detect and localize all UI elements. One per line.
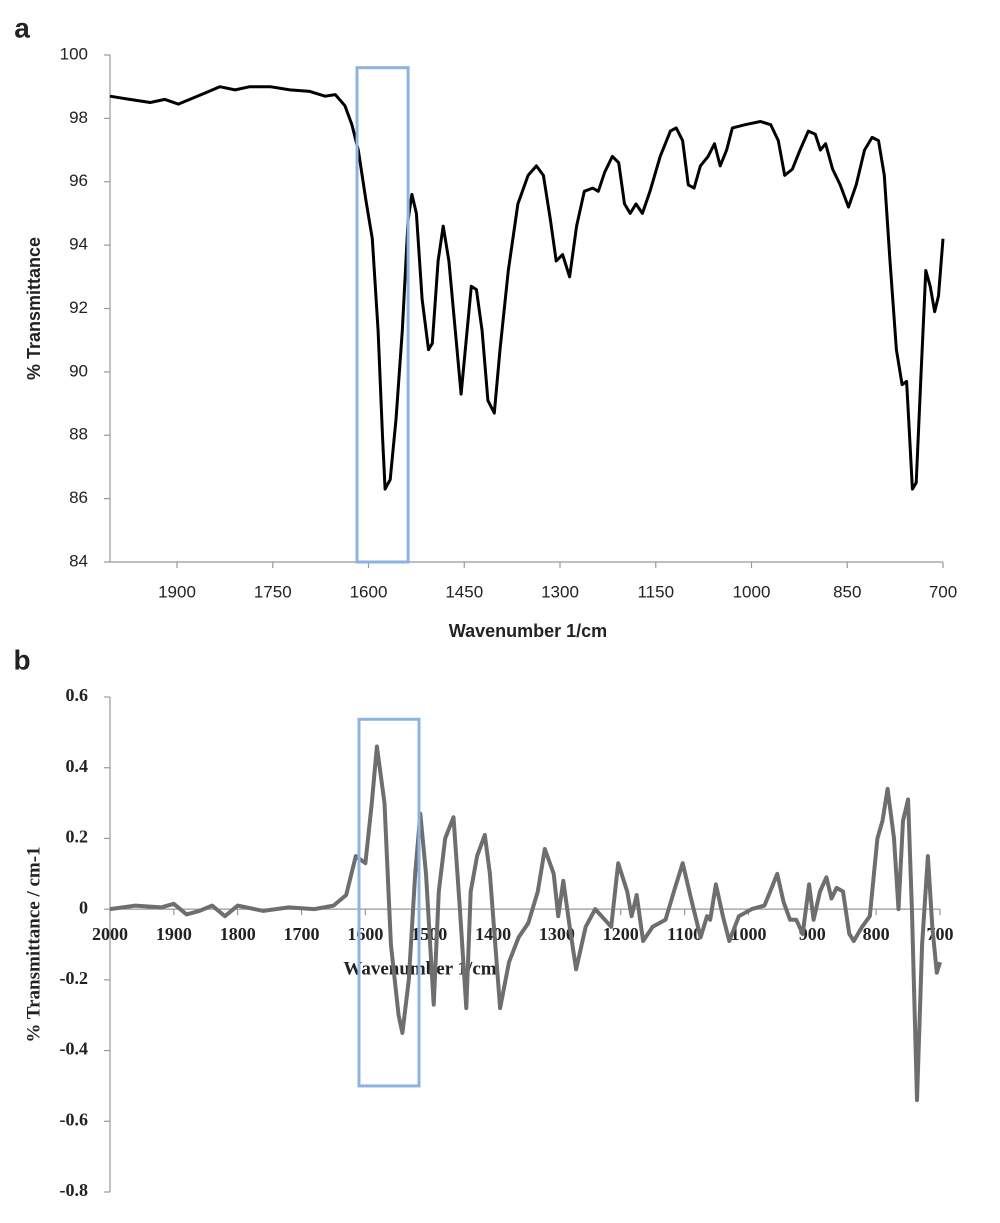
x-tick-label: 2000 [92,924,128,944]
y-tick-label: -0.2 [60,968,89,988]
highlight-box [357,717,421,1088]
x-tick-label: 800 [863,924,890,944]
y-tick-label: 94 [69,235,88,254]
y-tick-label: 96 [69,171,88,190]
x-tick-label: 1000 [733,582,771,601]
x-tick-label: 1450 [445,582,483,601]
y-tick-label: 100 [60,44,88,63]
y-tick-label: 92 [69,298,88,317]
x-tick-label: 1100 [667,924,702,944]
x-axis-label: Wavenumber 1/cm [449,621,607,641]
y-tick-label: 88 [69,425,88,444]
x-tick-label: 1300 [541,582,579,601]
y-tick-label: 90 [69,361,88,380]
y-tick-label: 0.2 [66,827,89,847]
x-tick-label: 1800 [220,924,256,944]
y-tick-label: -0.4 [60,1039,89,1059]
y-tick-label: 0 [79,897,88,917]
panel-label: b [13,644,30,675]
x-tick-label: 1900 [158,582,196,601]
x-tick-label: 850 [833,582,861,601]
x-tick-label: 1000 [730,924,766,944]
x-tick-label: 1900 [156,924,192,944]
panel-label: a [14,12,30,43]
x-tick-label: 1300 [539,924,575,944]
highlight-box [355,66,410,564]
x-tick-label: 700 [929,582,957,601]
y-axis-label: % Transmittance [24,237,44,380]
y-tick-label: 0.6 [66,685,89,705]
y-tick-label: 86 [69,488,88,507]
y-tick-label: 0.4 [66,756,89,776]
x-tick-label: 1200 [603,924,639,944]
y-tick-label: -0.8 [60,1180,89,1200]
x-tick-label: 900 [799,924,826,944]
x-tick-label: 1700 [284,924,320,944]
x-tick-label: 1600 [347,924,383,944]
x-tick-label: 1150 [637,582,674,601]
y-tick-label: 84 [69,551,88,570]
spectrum-line [109,85,945,491]
x-tick-label: 1600 [350,582,388,601]
y-tick-label: 98 [69,108,88,127]
y-axis-label: % Transmittance / cm-1 [23,846,44,1042]
y-tick-label: -0.6 [60,1109,89,1129]
spectrum-line [109,744,942,1103]
x-tick-label: 1750 [254,582,292,601]
